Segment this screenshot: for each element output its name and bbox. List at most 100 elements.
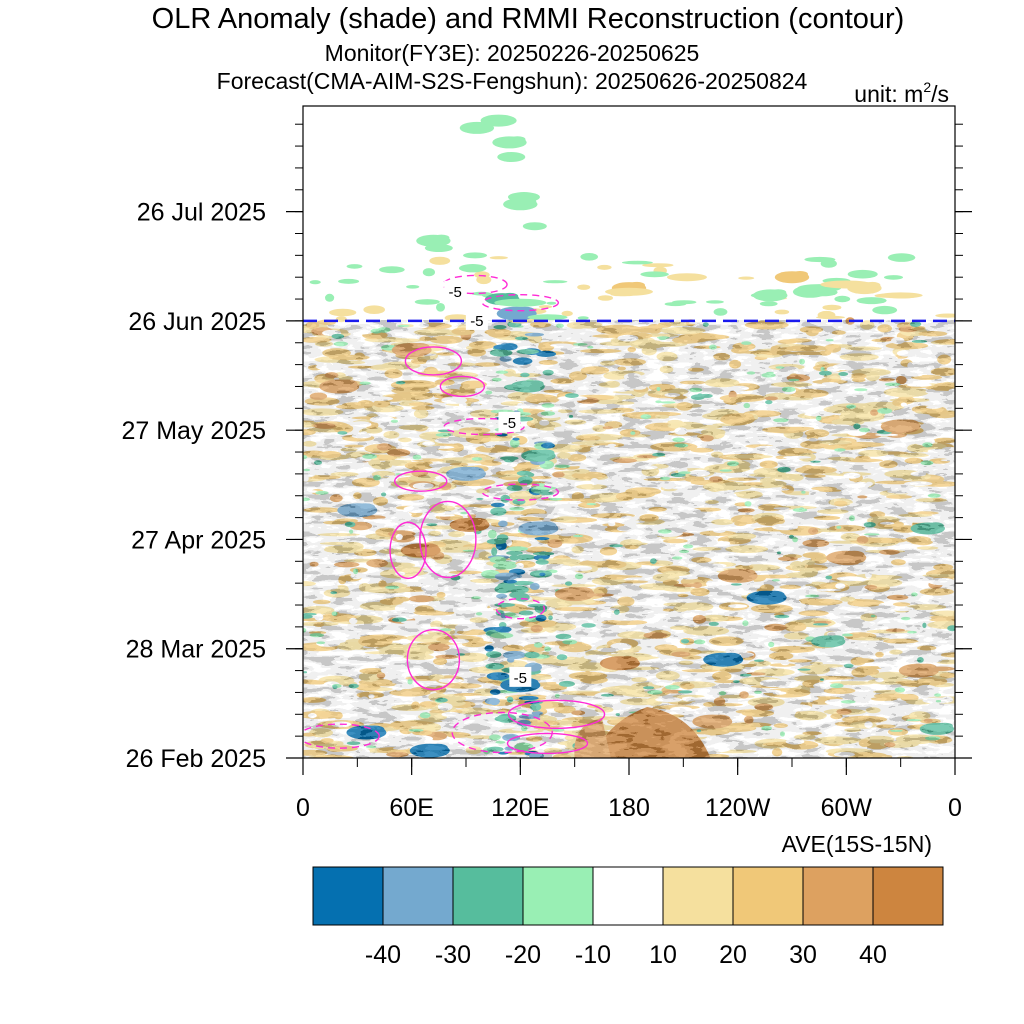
forecast-blob (887, 253, 916, 262)
y-tick-label: 26 Jul 2025 (137, 199, 266, 227)
contour-labels: -5 -5 -5 -5 (444, 280, 532, 687)
forecast-blob (642, 263, 674, 268)
forecast-blob (672, 300, 697, 305)
forecast-blob (640, 271, 669, 278)
forecast-blob (561, 310, 573, 317)
colorbar-label: 30 (789, 941, 817, 969)
forecast-wet-anomaly (527, 314, 568, 321)
x-tick-label: 120E (491, 794, 549, 822)
forecast-blob (847, 269, 878, 279)
chart-subtitle-monitor: Monitor(FY3E): 20250226-20250625 (325, 40, 700, 66)
chart-subtitle-forecast: Forecast(CMA-AIM-S2S-Fengshun): 20250626… (217, 68, 808, 94)
colorbar-label: 10 (649, 941, 677, 969)
rmmi-contour-line (507, 699, 606, 729)
axis-ticks (286, 123, 972, 775)
colorbar-labels: -40 -30 -20 -10 10 20 30 40 (365, 941, 887, 969)
rmmi-contour-line (394, 470, 448, 492)
plot-area: -5 -5 -5 -5 (303, 106, 955, 758)
colorbar-label: -30 (435, 941, 471, 969)
forecast-blob (597, 295, 614, 301)
forecast-blob (872, 305, 898, 315)
rmmi-contour-line (506, 732, 589, 755)
contour-label: -5 (514, 670, 527, 687)
rmmi-contour-line (439, 375, 486, 398)
y-tick-label: 27 May 2025 (121, 417, 266, 445)
unit-label: unit: m2/s (854, 79, 949, 107)
forecast-blob (577, 284, 591, 290)
x-tick-label: 60W (821, 794, 873, 822)
contour-label-box (509, 666, 532, 687)
colorbar-label: -20 (505, 941, 541, 969)
contour-label: -5 (503, 415, 516, 432)
forecast-blob (713, 308, 728, 316)
colorbar-label: -10 (575, 941, 611, 969)
rmmi-contour-line (406, 628, 461, 691)
forecast-blob (309, 280, 321, 285)
forecast-blob (543, 280, 568, 284)
contour-label-box (498, 411, 521, 432)
forecast-blob (580, 252, 598, 261)
colorbar-swatch (452, 866, 524, 926)
forecast-blob (338, 278, 360, 284)
forecast-blob (774, 309, 790, 315)
colorbar-swatch (522, 866, 594, 926)
forecast-blob (856, 297, 887, 305)
forecast-dry-anomaly (820, 280, 873, 289)
colorbar-swatch (802, 866, 874, 926)
colorbar-label: 20 (719, 941, 747, 969)
rmmi-contour-line (481, 483, 560, 501)
forecast-blob (546, 301, 557, 305)
anomaly-feature (433, 234, 450, 241)
forecast-blob (822, 304, 842, 311)
forecast-blob (474, 271, 490, 279)
rmmi-contour-line (443, 417, 525, 436)
unit-suffix: /s (931, 81, 949, 107)
rmmi-contour-line (404, 346, 463, 376)
forecast-wet-anomaly (494, 298, 547, 307)
colorbar-swatch (592, 866, 664, 926)
x-axis-label: AVE(15S-15N) (782, 831, 932, 857)
forecast-dry-anomaly (878, 292, 923, 299)
shading-texture (303, 320, 955, 758)
forecast-blob (406, 285, 420, 289)
forecast-blob (538, 305, 553, 309)
forecast-blob (621, 260, 653, 265)
forecast-blob (738, 276, 755, 280)
chart-title: OLR Anomaly (shade) and RMMI Reconstruct… (152, 3, 905, 35)
forecast-blob (436, 303, 445, 312)
forecast-blob (577, 316, 589, 320)
forecast-wet-anomaly (522, 222, 547, 231)
rmmi-contour-line (451, 711, 553, 754)
colorbar (312, 866, 944, 926)
colorbar-swatch (732, 866, 804, 926)
forecast-blob (325, 293, 335, 302)
y-tick-label: 26 Feb 2025 (126, 745, 266, 773)
forecast-blob (329, 308, 357, 317)
forecast-dry-anomaly (666, 273, 707, 282)
forecast-blob (759, 301, 778, 307)
forecast-blob (422, 268, 435, 277)
anomaly-feature (792, 271, 808, 278)
forecast-blob (935, 313, 955, 318)
rmmi-contour-line (419, 500, 477, 579)
forecast-blob (379, 266, 405, 274)
colorbar-label: -40 (365, 941, 401, 969)
unit-prefix: unit: m (854, 81, 923, 107)
x-tick-label: 60E (389, 794, 433, 822)
rmmi-contour-line (481, 293, 560, 312)
x-tick-label: 0 (296, 794, 310, 822)
x-tick-label: 120W (705, 794, 771, 822)
rmmi-contour-line (303, 723, 380, 749)
rmmi-contour-line (389, 521, 427, 580)
forecast-blob (489, 256, 508, 260)
x-tick-label: 0 (948, 794, 962, 822)
rmmi-contour-line (442, 274, 508, 295)
y-axis-tick-labels: 26 Feb 2025 28 Mar 2025 27 Apr 2025 27 May … (121, 199, 266, 773)
unit-exponent: 2 (923, 79, 931, 95)
anomaly-feature (502, 292, 519, 300)
forecast-wet-anomaly (497, 151, 526, 162)
contour-label-box (444, 280, 467, 301)
y-tick-label: 27 Apr 2025 (131, 526, 266, 554)
forecast-blob (834, 295, 851, 303)
forecast-blob (363, 305, 386, 315)
